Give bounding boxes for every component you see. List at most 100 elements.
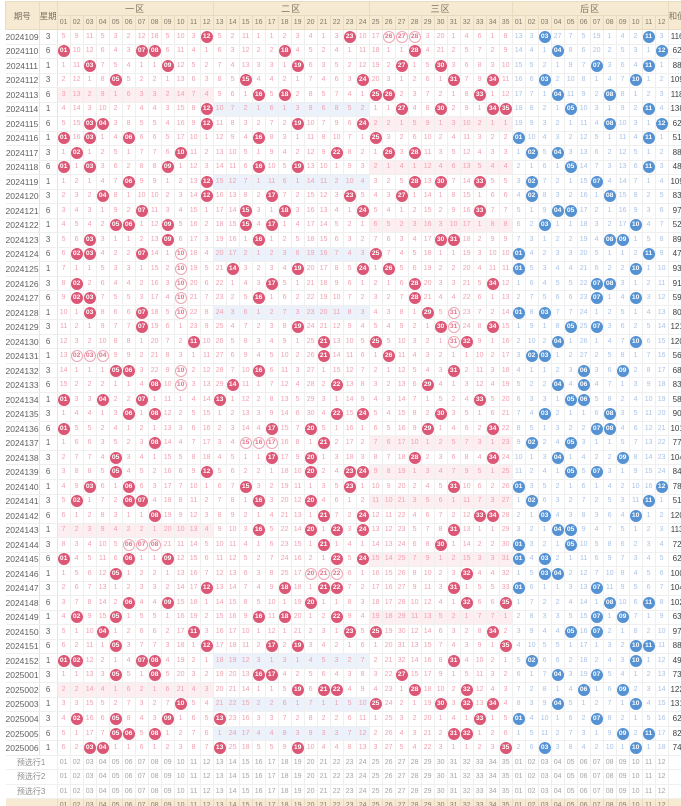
back-miss-cell: 4	[525, 406, 539, 422]
column-number-header: 12	[654, 15, 669, 30]
miss-cell: 3	[226, 421, 240, 437]
miss-cell: 1	[473, 189, 487, 205]
back-miss-cell: 9	[577, 523, 591, 539]
miss-cell: 1	[486, 290, 500, 306]
miss-cell: 24	[499, 450, 513, 466]
back-miss-cell: 1	[590, 189, 604, 205]
miss-cell: 1	[148, 552, 162, 568]
miss-cell: 1	[499, 653, 513, 669]
back-ball-cell: 07	[590, 319, 604, 335]
miss-cell: 17	[278, 450, 292, 466]
back-miss-cell: 16	[616, 203, 630, 219]
back-ball: 12	[655, 45, 668, 58]
front-ball: 33	[473, 509, 486, 522]
miss-cell: 13	[317, 203, 331, 219]
miss-cell: 2	[200, 610, 214, 626]
miss-cell: 1	[83, 363, 97, 379]
front-ball-cell: 12	[200, 174, 214, 190]
column-number-header: 14	[225, 15, 240, 30]
preselect-number-cell: 25	[368, 769, 383, 785]
footer-number-cell: 07	[135, 798, 149, 806]
back-miss-cell: 11	[629, 494, 643, 509]
front-ball: 21	[317, 582, 330, 595]
weekday-cell: 6	[39, 595, 58, 611]
miss-cell: 7	[122, 102, 136, 118]
column-number-header: 06	[576, 15, 591, 30]
miss-cell: 12	[239, 653, 253, 669]
back-ball: 09	[616, 611, 629, 624]
front-ball-cell: 22	[330, 610, 344, 626]
miss-cell: 13	[212, 145, 227, 161]
draw-row: 2024111 1 1 11 03 7 5 4 1 1 09 12 5 2 7 4 13 3 3 1 19 6 3 5 2 12 1…	[5, 58, 681, 74]
miss-cell: 7	[356, 363, 370, 379]
miss-cell: 4	[499, 160, 513, 176]
miss-cell: 4	[56, 711, 71, 727]
miss-cell: 4	[265, 334, 279, 350]
footer-number-cell: 09	[616, 798, 630, 806]
miss-cell: 2	[161, 581, 175, 597]
miss-cell: 16	[317, 247, 331, 263]
miss-cell: 2	[408, 203, 422, 219]
miss-cell: 3	[421, 348, 435, 364]
front-ball: 23	[343, 625, 356, 638]
footer-number-cell: 11	[642, 798, 656, 806]
preselect-number-cell: 06	[577, 769, 591, 785]
miss-cell: 10	[187, 131, 201, 147]
front-ball-cell: 04	[96, 624, 110, 640]
back-miss-cell: 1	[629, 87, 643, 103]
back-ball: 04	[551, 451, 564, 464]
miss-cell: 6	[368, 218, 383, 234]
back-ball: 03	[538, 219, 551, 232]
miss-cell: 2	[122, 392, 136, 408]
miss-cell: 7	[473, 44, 487, 60]
front-ball-cell: 16	[252, 232, 266, 248]
issue-cell: 2024136	[5, 421, 40, 437]
back-miss-cell: 15	[511, 58, 526, 74]
miss-cell: 8	[187, 740, 201, 756]
back-miss-cell: 5	[642, 319, 656, 335]
miss-cell: 3	[291, 203, 305, 219]
miss-cell: 10	[56, 305, 71, 321]
miss-cell: 1	[96, 406, 110, 422]
miss-cell: 4	[109, 421, 123, 437]
front-ball: 28	[408, 277, 421, 290]
miss-cell: 2	[304, 624, 318, 640]
miss-cell: 5	[343, 102, 357, 118]
front-ball-cell: 33	[473, 711, 487, 727]
miss-cell: 12	[212, 131, 227, 147]
back-miss-cell: 3	[551, 189, 565, 205]
front-ball: 18	[278, 582, 291, 595]
miss-cell: 24	[382, 697, 396, 713]
back-ball-cell: 10	[629, 73, 643, 89]
back-miss-cell: 7	[511, 682, 526, 698]
back-miss-cell: 1	[642, 73, 656, 89]
miss-cell: 10	[304, 116, 318, 132]
front-ball: 03	[83, 480, 96, 493]
preselect-number-cell: 02	[525, 784, 539, 800]
back-miss-cell: 2	[551, 73, 565, 89]
miss-cell: 7	[265, 116, 279, 132]
miss-cell: 18	[421, 247, 435, 263]
miss-cell: 4	[330, 740, 344, 756]
back-miss-cell: 6	[603, 363, 617, 379]
back-ball-cell: 07	[590, 711, 604, 727]
miss-cell: 1	[317, 697, 331, 713]
miss-cell: 19	[304, 247, 318, 263]
back-miss-cell: 8	[616, 348, 630, 364]
back-miss-cell: 7	[629, 610, 643, 626]
miss-cell: 15	[174, 595, 188, 611]
back-miss-cell: 2	[616, 392, 630, 408]
miss-cell: 1	[70, 726, 84, 742]
sum-col-header: 和值	[667, 1, 681, 30]
sum-cell: 62	[667, 711, 681, 727]
miss-cell: 1	[434, 73, 448, 89]
back-miss-cell: 1	[616, 247, 630, 263]
miss-cell: 2	[473, 421, 487, 437]
front-ball: 06	[122, 538, 135, 551]
miss-cell: 3	[473, 247, 487, 263]
back-miss-cell: 8	[511, 697, 526, 713]
back-miss-cell: 6	[511, 218, 526, 234]
miss-cell: 31	[395, 639, 409, 655]
miss-cell: 4	[122, 464, 136, 480]
miss-cell: 8	[460, 87, 474, 103]
